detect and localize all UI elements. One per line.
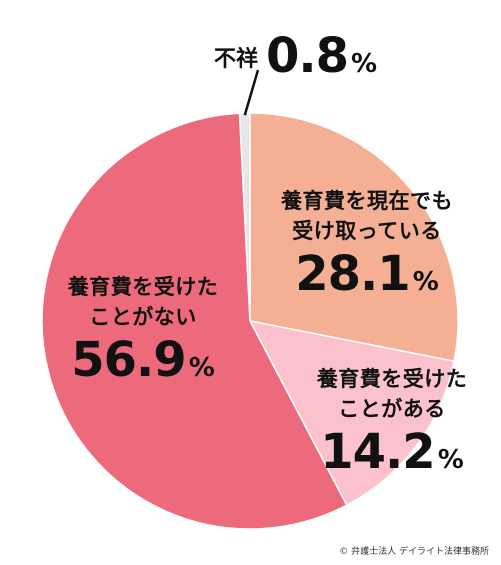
slice-label-line: 養育費を受けた bbox=[67, 275, 219, 299]
slice-unit: % bbox=[437, 445, 464, 475]
slice-unit: % bbox=[351, 49, 378, 79]
pie-slice-currently-receiving bbox=[249, 112, 459, 363]
pie-slice-received-before bbox=[248, 319, 455, 507]
slice-label-line: 不祥 bbox=[214, 47, 259, 72]
slice-label-line: ことがない bbox=[89, 305, 197, 329]
slice-label-never-received: 養育費を受けた ことがない 56.9% bbox=[38, 272, 248, 384]
slice-label-line: ことがある bbox=[338, 397, 446, 421]
pie-slices bbox=[41, 112, 459, 530]
slice-label-line: 受け取っている bbox=[292, 219, 442, 243]
slice-label-currently-receiving: 養育費を現在でも 受け取っている 28.1% bbox=[262, 186, 472, 298]
slice-label-unknown: 不祥 0.8% bbox=[214, 28, 404, 84]
pie-slice-never-received bbox=[41, 112, 348, 530]
slice-value: 28.1 bbox=[295, 246, 410, 302]
slice-percent: 56.9% bbox=[38, 336, 248, 384]
slice-unit: % bbox=[188, 353, 215, 383]
slice-value: 14.2 bbox=[320, 424, 435, 480]
slice-percent: 14.2% bbox=[302, 428, 482, 476]
slice-value: 0.8 bbox=[266, 28, 349, 84]
slice-label-received-before: 養育費を受けた ことがある 14.2% bbox=[302, 364, 482, 476]
slice-percent: 28.1% bbox=[262, 250, 472, 298]
slice-label-line: 養育費を現在でも bbox=[281, 189, 453, 213]
leader-line-unknown bbox=[243, 69, 260, 116]
copyright-credit: © 弁護士法人 デイライト法律事務所 bbox=[339, 547, 489, 557]
slice-label-line: 養育費を受けた bbox=[316, 367, 468, 391]
slice-value: 56.9 bbox=[71, 332, 186, 388]
slice-unit: % bbox=[412, 267, 439, 297]
